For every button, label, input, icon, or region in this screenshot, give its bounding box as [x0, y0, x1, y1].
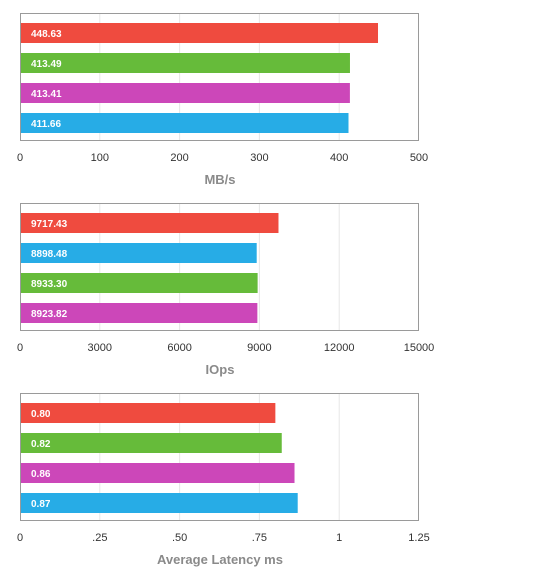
axis-title: Average Latency ms — [157, 552, 283, 567]
tick-label: 500 — [410, 152, 428, 164]
plot-frame — [20, 13, 419, 141]
bar — [21, 403, 276, 423]
tick-label: 3000 — [88, 342, 112, 354]
tick-label: 0 — [17, 342, 23, 354]
bar-value-label: 0.86 — [31, 469, 51, 480]
bar — [21, 273, 258, 293]
tick-label: 300 — [250, 152, 268, 164]
tick-label: 0 — [17, 152, 23, 164]
chart-2: 9717.43 8898.48 8933.30 8923.82 0 3000 6000 900… — [17, 203, 434, 377]
bar-value-label: 8898.48 — [31, 249, 68, 260]
chart-1: 448.63 413.49 413.41 411.66 0 100 200 300 400 500… — [17, 13, 428, 187]
plot-frame — [20, 203, 419, 331]
bar-value-label: 8933.30 — [31, 279, 68, 290]
bar-value-label: 448.63 — [31, 29, 62, 40]
bar-value-label: 413.41 — [31, 89, 62, 100]
bar — [21, 213, 279, 233]
chart-3: 0.80 0.82 0.86 0.87 0 .25 .50 .75 1 1.25 Average L… — [17, 393, 430, 567]
tick-label: 100 — [91, 152, 109, 164]
bar — [21, 463, 295, 483]
tick-label: 1 — [336, 532, 342, 544]
bar — [21, 83, 350, 103]
axis-title: MB/s — [204, 172, 235, 187]
tick-label: 6000 — [167, 342, 191, 354]
tick-label: 15000 — [404, 342, 435, 354]
bar — [21, 303, 258, 323]
tick-label: 12000 — [324, 342, 355, 354]
tick-label: .50 — [172, 532, 187, 544]
bar — [21, 493, 298, 513]
bar — [21, 23, 379, 43]
bar-value-label: 0.82 — [31, 439, 51, 450]
bar — [21, 53, 350, 73]
bar-value-label: 411.66 — [31, 119, 61, 130]
tick-label: 400 — [330, 152, 348, 164]
tick-label: 0 — [17, 532, 23, 544]
bar-value-label: 8923.82 — [31, 309, 68, 320]
plot-frame — [20, 393, 419, 521]
tick-label: .25 — [92, 532, 107, 544]
bar-value-label: 0.80 — [31, 409, 51, 420]
tick-label: 1.25 — [408, 532, 429, 544]
tick-label: 9000 — [247, 342, 271, 354]
bar-value-label: 0.87 — [31, 499, 51, 510]
bar — [21, 243, 257, 263]
bar — [21, 113, 349, 133]
tick-label: 200 — [170, 152, 188, 164]
axis-title: IOps — [206, 362, 235, 377]
tick-label: .75 — [252, 532, 267, 544]
bar-value-label: 9717.43 — [31, 219, 68, 230]
bar-value-label: 413.49 — [31, 59, 62, 70]
bar — [21, 433, 282, 453]
